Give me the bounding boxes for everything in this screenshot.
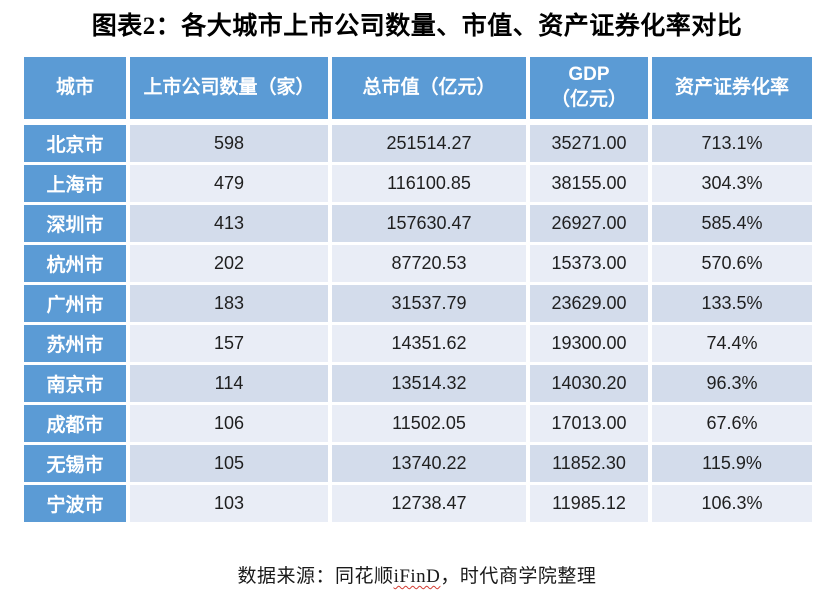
- market-cap-cell: 11502.05: [332, 405, 530, 445]
- table-body: 北京市 598 251514.27 35271.00 713.1% 上海市 479 11610…: [24, 125, 812, 525]
- market-cap-cell: 13514.32: [332, 365, 530, 405]
- city-cell: 北京市: [24, 125, 130, 165]
- companies-cell: 157: [130, 325, 332, 365]
- column-header-city: 城市: [24, 57, 130, 125]
- city-cell: 宁波市: [24, 485, 130, 525]
- table-row: 无锡市 105 13740.22 11852.30 115.9%: [24, 445, 812, 485]
- table-row: 深圳市 413 157630.47 26927.00 585.4%: [24, 205, 812, 245]
- market-cap-cell: 251514.27: [332, 125, 530, 165]
- source-prefix: 数据来源：同花顺: [237, 566, 394, 587]
- gdp-cell: 35271.00: [530, 125, 652, 165]
- gdp-cell: 14030.20: [530, 365, 652, 405]
- companies-cell: 105: [130, 445, 332, 485]
- table-row: 南京市 114 13514.32 14030.20 96.3%: [24, 365, 812, 405]
- table-row: 杭州市 202 87720.53 15373.00 570.6%: [24, 245, 812, 285]
- companies-cell: 103: [130, 485, 332, 525]
- securitization-cell: 67.6%: [652, 405, 812, 445]
- securitization-cell: 585.4%: [652, 205, 812, 245]
- gdp-cell: 23629.00: [530, 285, 652, 325]
- source-suffix: ，时代商学院整理: [440, 566, 597, 587]
- city-cell: 深圳市: [24, 205, 130, 245]
- city-cell: 广州市: [24, 285, 130, 325]
- city-cell: 成都市: [24, 405, 130, 445]
- city-cell: 无锡市: [24, 445, 130, 485]
- data-source: 数据来源：同花顺iFinD，时代商学院整理: [0, 561, 834, 588]
- source-brand-spellcheck: iFinD: [393, 566, 441, 587]
- market-cap-cell: 14351.62: [332, 325, 530, 365]
- gdp-cell: 38155.00: [530, 165, 652, 205]
- table-row: 苏州市 157 14351.62 19300.00 74.4%: [24, 325, 812, 365]
- gdp-cell: 17013.00: [530, 405, 652, 445]
- companies-cell: 479: [130, 165, 332, 205]
- securitization-cell: 133.5%: [652, 285, 812, 325]
- securitization-cell: 713.1%: [652, 125, 812, 165]
- column-header-gdp: GDP （亿元）: [530, 57, 652, 125]
- figure-title: 图表2：各大城市上市公司数量、市值、资产证券化率对比: [91, 13, 743, 40]
- securitization-cell: 570.6%: [652, 245, 812, 285]
- market-cap-cell: 116100.85: [332, 165, 530, 205]
- securitization-cell: 106.3%: [652, 485, 812, 525]
- companies-cell: 598: [130, 125, 332, 165]
- table-row: 北京市 598 251514.27 35271.00 713.1%: [24, 125, 812, 165]
- companies-cell: 114: [130, 365, 332, 405]
- market-cap-cell: 12738.47: [332, 485, 530, 525]
- table-row: 上海市 479 116100.85 38155.00 304.3%: [24, 165, 812, 205]
- companies-cell: 106: [130, 405, 332, 445]
- companies-cell: 202: [130, 245, 332, 285]
- market-cap-cell: 87720.53: [332, 245, 530, 285]
- table-header: 城市 上市公司数量（家） 总市值（亿元） GDP （亿元） 资产证券化率: [24, 57, 812, 125]
- header-row: 城市 上市公司数量（家） 总市值（亿元） GDP （亿元） 资产证券化率: [24, 57, 812, 125]
- city-cell: 杭州市: [24, 245, 130, 285]
- city-cell: 南京市: [24, 365, 130, 405]
- gdp-cell: 15373.00: [530, 245, 652, 285]
- securitization-cell: 74.4%: [652, 325, 812, 365]
- column-header-companies: 上市公司数量（家）: [130, 57, 332, 125]
- table-row: 宁波市 103 12738.47 11985.12 106.3%: [24, 485, 812, 525]
- gdp-cell: 26927.00: [530, 205, 652, 245]
- companies-cell: 413: [130, 205, 332, 245]
- securitization-cell: 96.3%: [652, 365, 812, 405]
- market-cap-cell: 13740.22: [332, 445, 530, 485]
- securitization-cell: 115.9%: [652, 445, 812, 485]
- city-cell: 上海市: [24, 165, 130, 205]
- city-listing-table: 城市 上市公司数量（家） 总市值（亿元） GDP （亿元） 资产证券化率 北京市…: [24, 57, 812, 525]
- market-cap-cell: 31537.79: [332, 285, 530, 325]
- securitization-cell: 304.3%: [652, 165, 812, 205]
- companies-cell: 183: [130, 285, 332, 325]
- column-header-securitization: 资产证券化率: [652, 57, 812, 125]
- gdp-cell: 11985.12: [530, 485, 652, 525]
- table-row: 广州市 183 31537.79 23629.00 133.5%: [24, 285, 812, 325]
- table-row: 成都市 106 11502.05 17013.00 67.6%: [24, 405, 812, 445]
- gdp-cell: 19300.00: [530, 325, 652, 365]
- city-cell: 苏州市: [24, 325, 130, 365]
- market-cap-cell: 157630.47: [332, 205, 530, 245]
- gdp-cell: 11852.30: [530, 445, 652, 485]
- column-header-market-cap: 总市值（亿元）: [332, 57, 530, 125]
